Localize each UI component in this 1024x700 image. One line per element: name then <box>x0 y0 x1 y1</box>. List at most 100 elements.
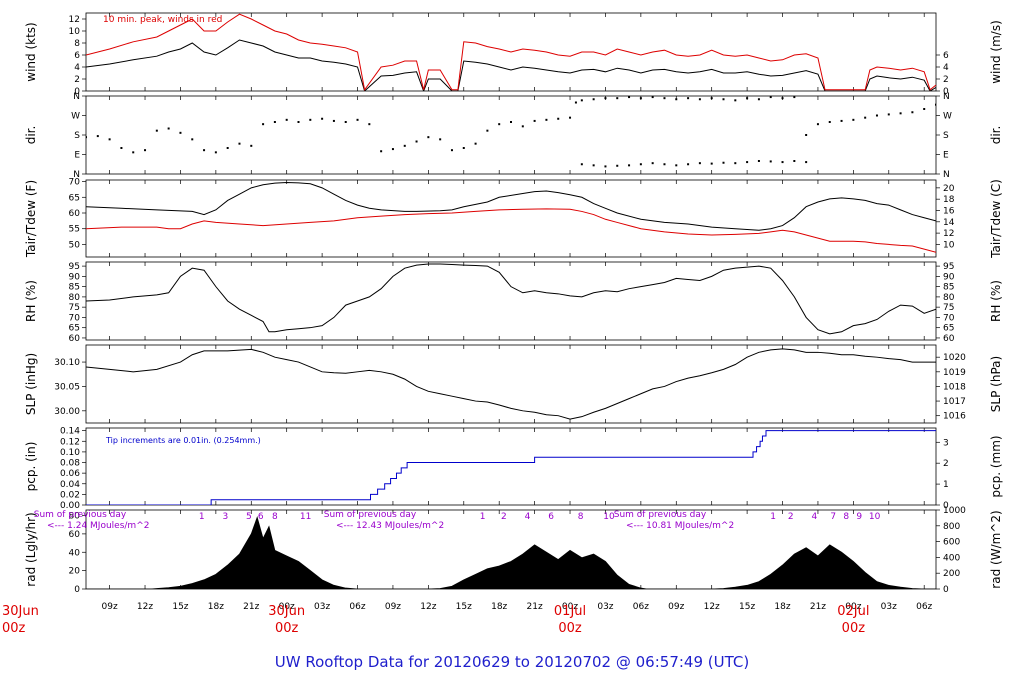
y-tick-label: 10 <box>69 27 81 37</box>
direction-point <box>687 97 690 100</box>
panel-frame <box>85 344 937 424</box>
direction-point <box>663 97 666 100</box>
direction-point <box>238 142 241 145</box>
direction-point <box>273 121 276 123</box>
series-rh <box>86 263 936 335</box>
day-hour-label: 00z <box>275 621 299 636</box>
y-tick-label: 0 <box>74 87 80 97</box>
y-tick-label-right: 14 <box>943 218 955 228</box>
direction-point <box>498 123 501 126</box>
y-tick-label: E <box>74 151 80 161</box>
direction-point <box>710 162 713 165</box>
y-tick-label-right: 70 <box>943 313 955 323</box>
y-tick-label-right: 0 <box>943 585 949 595</box>
direction-point <box>309 118 312 121</box>
rad-hour-marker: 8 <box>578 512 584 522</box>
direction-point <box>439 138 442 141</box>
direction-point <box>687 163 690 166</box>
y-tick-label: 55 <box>69 225 80 235</box>
y-tick-label-right: 1016 <box>943 412 966 422</box>
direction-point <box>628 164 631 167</box>
direction-point <box>510 121 512 123</box>
direction-point <box>757 160 760 162</box>
y-tick-label-right: 1 <box>943 480 949 490</box>
y-tick-label-right: E <box>943 151 949 161</box>
direction-point <box>781 161 784 164</box>
y-tick-label: 30.00 <box>54 407 80 417</box>
series-tair <box>86 182 936 231</box>
rad-hour-marker: 5 <box>246 512 252 522</box>
panel-frame <box>85 179 937 258</box>
direction-point <box>380 150 383 153</box>
direction-point <box>781 97 784 100</box>
y-tick-label: 0.14 <box>60 427 80 437</box>
direction-point <box>864 116 867 119</box>
series-wind <box>86 39 936 91</box>
rad-hour-marker: 4 <box>812 512 818 522</box>
x-tick-label: 00z <box>279 602 295 612</box>
y-tick-label: 30.05 <box>54 382 80 392</box>
day-date-label: 30Jun <box>268 604 305 619</box>
y-tick-label-right: 2 <box>943 459 949 469</box>
y-tick-label: 60 <box>69 334 81 344</box>
y-axis-label-right: RH (%) <box>989 280 1003 322</box>
y-tick-label: 20 <box>69 567 81 577</box>
direction-point <box>663 163 666 166</box>
direction-point <box>415 140 418 143</box>
direction-point <box>828 121 831 123</box>
direction-point <box>734 99 737 102</box>
y-tick-label-right: 1020 <box>943 353 966 363</box>
y-tick-label: 0.12 <box>60 437 80 447</box>
y-tick-label: 8 <box>74 39 80 49</box>
y-tick-label: 30.10 <box>54 358 80 368</box>
x-tick-label: 15z <box>739 602 755 612</box>
direction-point <box>203 149 206 152</box>
y-axis-label-right: pcp. (mm) <box>989 435 1003 497</box>
direction-point <box>356 118 359 121</box>
y-tick-label-right: 1017 <box>943 397 966 407</box>
x-tick-label: 21z <box>810 602 826 612</box>
y-tick-label-right: 1019 <box>943 368 966 378</box>
direction-point <box>651 162 654 165</box>
y-tick-label: 0.04 <box>60 480 80 490</box>
y-tick-label: 85 <box>69 283 80 293</box>
direction-point <box>214 151 217 154</box>
y-tick-label: 80 <box>69 293 81 303</box>
y-tick-label-right: S <box>943 131 949 141</box>
y-axis-label-right: SLP (hPa) <box>989 356 1003 412</box>
direction-point <box>923 108 926 110</box>
direction-point <box>569 116 572 119</box>
direction-point <box>557 117 560 120</box>
y-tick-label-right: 12 <box>943 229 954 239</box>
y-tick-label: 4 <box>74 63 80 73</box>
y-axis-label: pcp. (in) <box>24 442 38 492</box>
direction-point <box>545 118 548 121</box>
x-tick-label: 15z <box>172 602 188 612</box>
y-tick-label: 75 <box>69 303 80 313</box>
y-axis-label-right: Tair/Tdew (C) <box>989 179 1003 259</box>
direction-point <box>332 119 335 122</box>
x-tick-label: 03z <box>881 602 897 612</box>
x-tick-label: 15z <box>456 602 472 612</box>
direction-point <box>698 162 701 165</box>
direction-point <box>592 98 595 101</box>
direction-point <box>368 123 371 126</box>
chart-title: UW Rooftop Data for 20120629 to 20120702… <box>275 653 749 671</box>
direction-point <box>639 97 642 100</box>
y-tick-label-right: 20 <box>943 184 955 194</box>
direction-point <box>793 96 796 99</box>
rad-hour-marker: 1 <box>199 512 205 522</box>
y-tick-label: 12 <box>69 15 80 25</box>
x-tick-label: 06z <box>916 602 932 612</box>
y-tick-label-right: N <box>943 170 950 180</box>
direction-point <box>651 96 654 99</box>
panel-frame <box>85 427 937 506</box>
y-axis-label: dir. <box>24 126 38 145</box>
direction-point <box>675 98 678 101</box>
direction-point <box>155 129 158 132</box>
panel-frame <box>85 95 937 175</box>
radiation-sum-label: Sum of previous day <box>34 510 127 520</box>
radiation-sum-label: Sum of previous day <box>324 510 417 520</box>
rad-hour-marker: 6 <box>258 512 264 522</box>
y-axis-label: rad (Lgly/hr) <box>24 512 38 586</box>
